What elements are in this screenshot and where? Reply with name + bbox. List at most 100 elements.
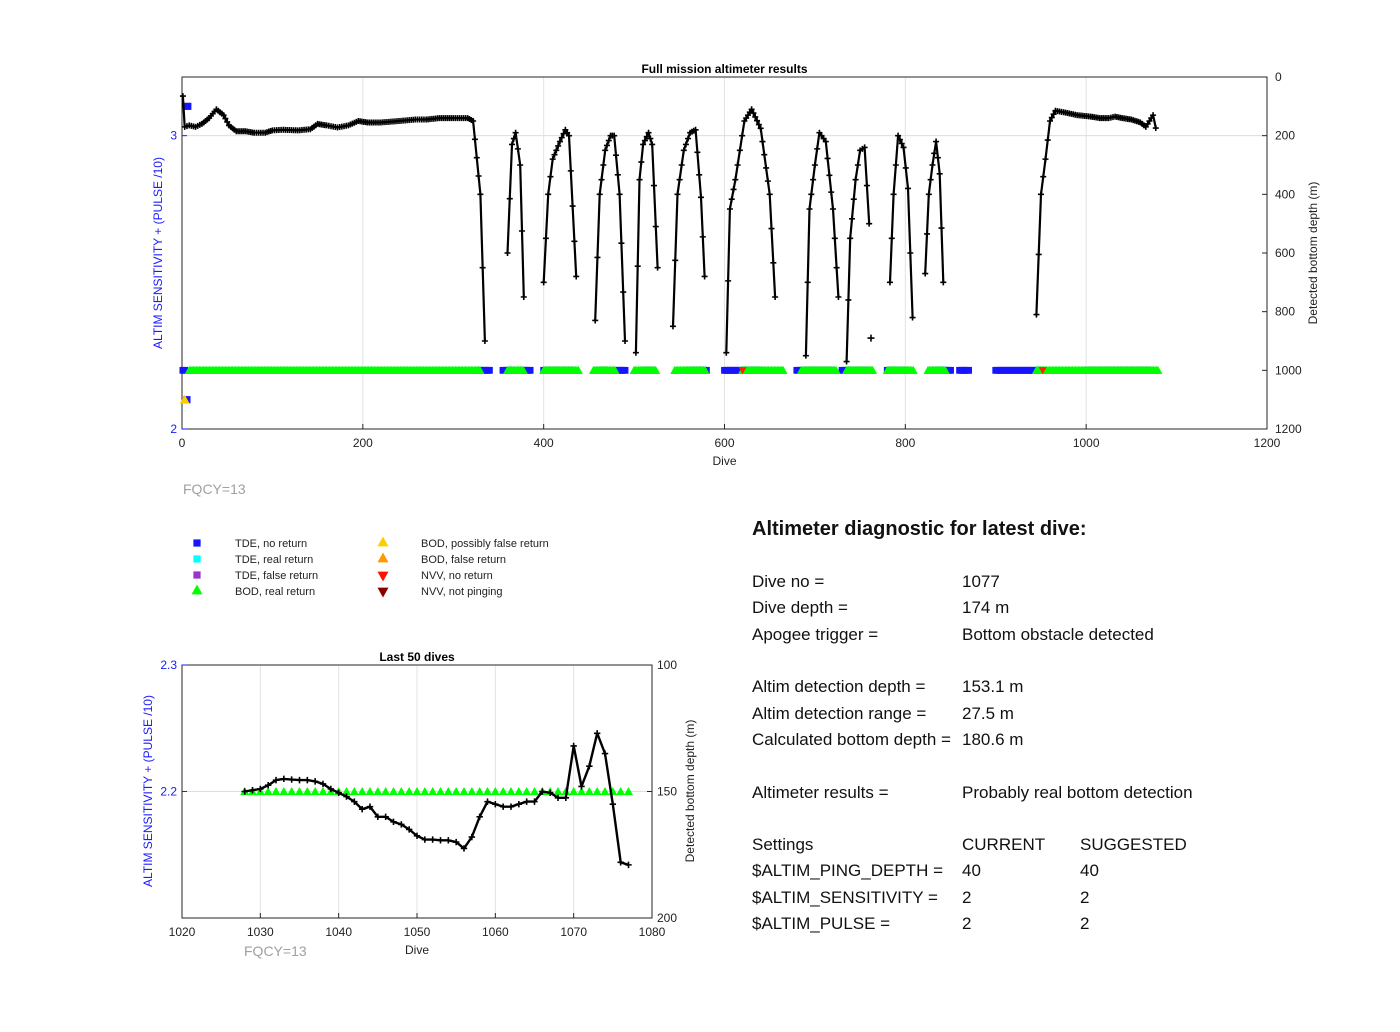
pulse-current: 2 (962, 914, 972, 933)
depth-point (701, 273, 708, 280)
bod-real-return-marker (831, 365, 841, 374)
depth-point (759, 138, 766, 145)
depth-point (748, 106, 755, 113)
top-chart-title: Full mission altimeter results (641, 62, 807, 76)
depth-point (1033, 311, 1040, 318)
depth-line-segment (725, 108, 777, 353)
depth-line-segment (1035, 109, 1157, 315)
bottom-depth-point (617, 859, 624, 866)
depth-point (1152, 125, 1159, 132)
legend-marker (377, 536, 389, 547)
depth-point (652, 223, 659, 230)
dive-depth-label: Dive depth = (752, 598, 848, 618)
bottom-depth-point (358, 806, 366, 813)
results-row: Altimeter results = Probably real bottom… (752, 779, 1372, 805)
bod-possibly-false-marker (179, 394, 190, 404)
bottom-depth-point (264, 781, 272, 789)
last-50-dives-chart: Last 50 dives 1020 1030 1040 1050 1060 1070 10… (141, 650, 697, 959)
bottom-depth-line (244, 732, 629, 867)
det-depth-value: 153.1 m (962, 677, 1024, 697)
bottom-chart-xlabel: Dive (405, 943, 429, 957)
top-x-tick-label: 1200 (1254, 436, 1281, 450)
bottom-bod-real-return-marker (451, 787, 461, 796)
top-right-tick-label: 800 (1275, 305, 1295, 319)
bottom-x-tick-label: 1070 (560, 925, 587, 939)
bottom-depth-point (476, 813, 483, 820)
det-range-row: Altim detection range = 27.5 m (752, 700, 1372, 726)
calc-depth-label: Calculated bottom depth = (752, 729, 951, 749)
bottom-depth-point (523, 798, 530, 805)
bottom-depth-point (304, 776, 311, 784)
depth-point (697, 194, 704, 201)
depth-point (761, 151, 768, 158)
bottom-depth-point (625, 861, 632, 869)
legend-label: BOD, possibly false return (421, 538, 549, 550)
bottom-depth-point (241, 788, 248, 795)
depth-line-segment (671, 128, 706, 327)
legend-marker (377, 552, 389, 563)
depth-point (542, 235, 549, 242)
top-x-tick-label: 400 (534, 436, 554, 450)
depth-point (752, 113, 759, 120)
bottom-depth-point (257, 785, 264, 793)
depth-point (672, 257, 679, 264)
bottom-left-tick-label: 2.2 (160, 785, 177, 799)
bod-real-return-marker (908, 365, 918, 374)
depth-point (470, 118, 477, 124)
legend-label: TDE, real return (235, 554, 313, 566)
apogee-row: Apogee trigger = Bottom obstacle detecte… (752, 622, 1372, 648)
depth-point (826, 172, 833, 179)
depth-point (726, 206, 733, 212)
depth-point (1047, 118, 1053, 124)
bottom-bod-real-return-marker (600, 787, 610, 796)
bottom-bod-real-return-marker (584, 787, 594, 796)
ping-depth-row: $ALTIM_PING_DEPTH = 40 40 (752, 858, 1372, 884)
depth-point (1048, 114, 1055, 121)
bottom-depth-point (507, 803, 515, 810)
depth-point (551, 151, 558, 158)
top-right-tick-label: 600 (1275, 246, 1295, 260)
depth-line-segment (506, 131, 525, 298)
depth-point (847, 235, 854, 242)
depth-point (1050, 111, 1057, 118)
depth-point (739, 132, 746, 139)
dive-no-row: Dive no = 1077 (752, 569, 1372, 595)
depth-point (678, 162, 685, 168)
top-x-tick-label: 200 (353, 436, 373, 450)
depth-point (905, 185, 912, 192)
depth-point (736, 147, 743, 154)
sensitivity-label: $ALTIM_SENSITIVITY = (752, 887, 938, 907)
bod-real-return-marker (518, 365, 528, 374)
ping-depth-label: $ALTIM_PING_DEPTH = (752, 861, 943, 881)
bottom-right-tick-label: 150 (657, 785, 677, 799)
depth-point (1035, 251, 1042, 258)
depth-point (640, 141, 647, 148)
det-range-value: 27.5 m (962, 703, 1014, 723)
top-chart-depth-series (179, 93, 1159, 365)
depth-point (696, 171, 703, 178)
bottom-bod-real-return-marker (467, 787, 477, 796)
depth-point (1044, 137, 1051, 144)
depth-point (934, 154, 941, 161)
depth-point (224, 118, 231, 125)
depth-point (863, 182, 870, 189)
top-chart-x-ticks: 0 200 400 600 800 1000 1200 (179, 424, 1281, 450)
top-chart-right-ylabel: Detected bottom depth (m) (1306, 182, 1320, 325)
bottom-depth-point (515, 800, 523, 808)
depth-point (936, 170, 943, 177)
top-left-tick-label: 3 (170, 129, 177, 143)
bottom-chart-markers (240, 787, 633, 796)
depth-point (649, 141, 656, 148)
bottom-chart-left-ticks: 2.2 2.3 (160, 658, 187, 799)
tde-no-return-marker (526, 366, 534, 374)
depth-point (852, 176, 859, 183)
bottom-depth-point (562, 794, 570, 802)
bottom-depth-point (484, 798, 491, 805)
depth-point (553, 147, 560, 154)
bottom-bod-real-return-marker (342, 787, 351, 796)
apogee-value: Bottom obstacle detected (962, 624, 1154, 644)
depth-point (549, 156, 556, 163)
current-label: CURRENT (962, 835, 1046, 855)
bottom-bod-real-return-marker (318, 787, 328, 796)
